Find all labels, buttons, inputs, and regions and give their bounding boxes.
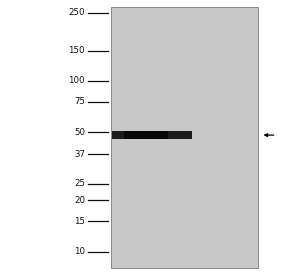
Text: 250: 250 xyxy=(69,8,85,17)
Text: 15: 15 xyxy=(74,217,85,226)
Text: 10: 10 xyxy=(74,247,85,256)
Bar xyxy=(124,131,168,139)
Text: 150: 150 xyxy=(69,46,85,55)
Text: 75: 75 xyxy=(74,97,85,106)
Bar xyxy=(112,131,192,139)
Text: 100: 100 xyxy=(69,76,85,85)
Bar xyxy=(111,7,258,268)
Text: 25: 25 xyxy=(74,179,85,188)
Text: 37: 37 xyxy=(74,150,85,159)
Text: 20: 20 xyxy=(74,196,85,205)
Text: 50: 50 xyxy=(74,128,85,137)
Bar xyxy=(112,131,192,139)
Bar xyxy=(112,133,192,138)
